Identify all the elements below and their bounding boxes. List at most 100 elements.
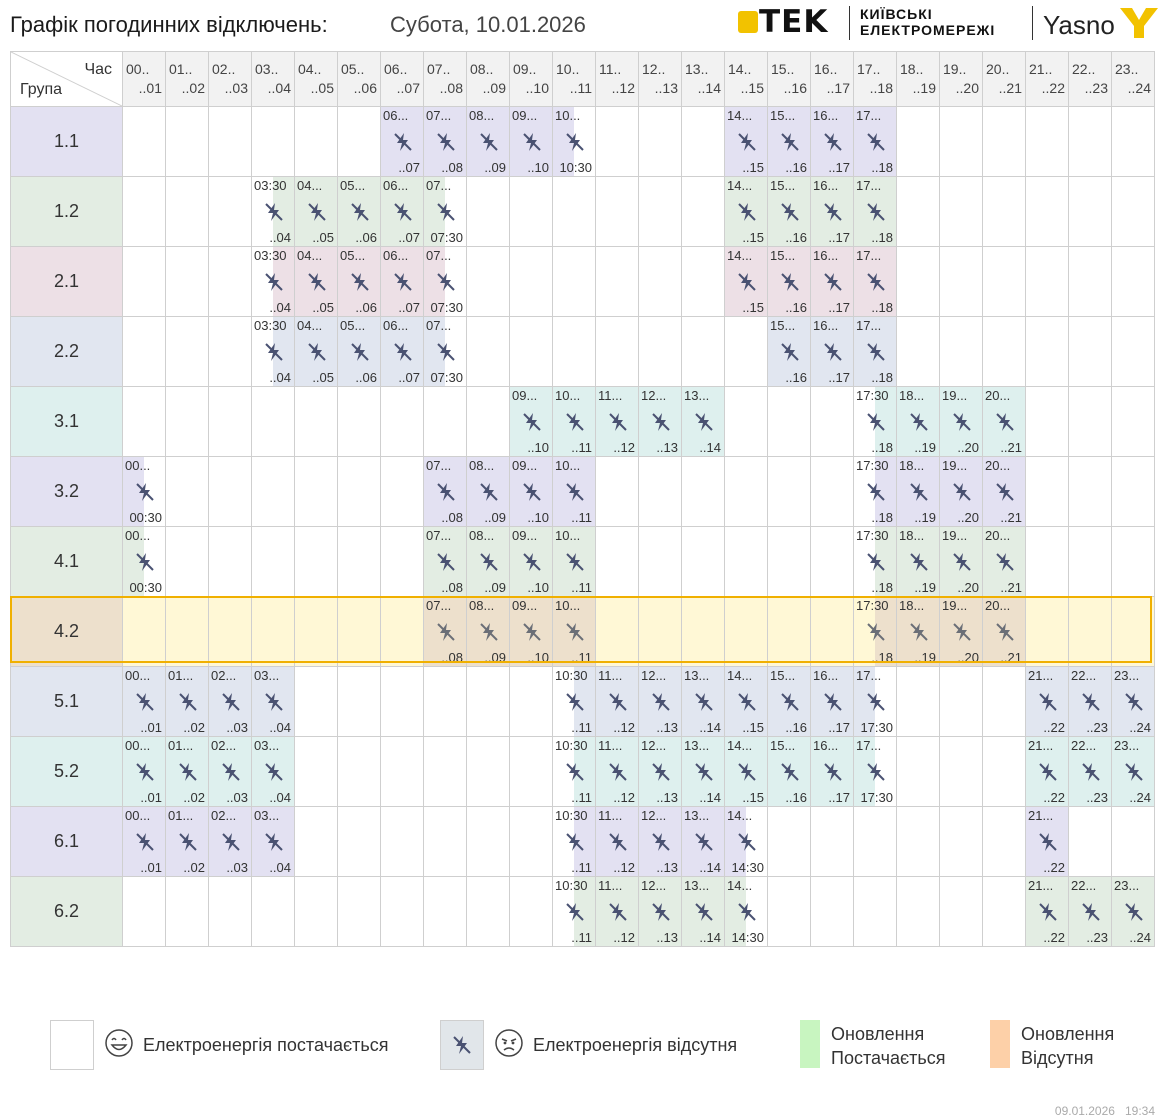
- power-cell: [251, 106, 295, 177]
- outage-cell: 23... ..24: [1111, 666, 1155, 737]
- outage-end: ..02: [183, 860, 205, 875]
- outage-end: ..22: [1043, 930, 1065, 945]
- no-power-icon: [393, 342, 413, 362]
- outage-start: 15...: [770, 318, 796, 333]
- outage-cell: 11... ..12: [595, 736, 639, 807]
- outage-cell: 17... 17:30: [853, 666, 897, 737]
- outage-start: 18...: [899, 598, 925, 613]
- outage-cell: 06... ..07: [380, 246, 424, 317]
- outage-start: 00...: [125, 738, 151, 753]
- hour-header-start: 17..: [857, 61, 881, 77]
- hour-header-start: 06..: [384, 61, 408, 77]
- outage-cell: 17:30 ..18: [853, 386, 897, 457]
- outage-start: 15...: [770, 108, 796, 123]
- power-cell: [423, 806, 467, 877]
- no-power-icon: [479, 482, 499, 502]
- outage-start: 14...: [727, 668, 753, 683]
- no-power-icon: [866, 762, 886, 782]
- power-cell: [122, 386, 166, 457]
- group-label: 4.2: [10, 596, 123, 667]
- outage-cell: 19... ..20: [939, 526, 983, 597]
- no-power-icon: [565, 622, 585, 642]
- outage-end: ..04: [269, 860, 291, 875]
- no-power-icon: [565, 482, 585, 502]
- legend-update-absent-swatch: [990, 1020, 1010, 1068]
- power-cell: [1111, 176, 1155, 247]
- legend-supplied-label: Електроенергія постачається: [143, 1035, 389, 1055]
- outage-start: 17:30: [856, 388, 889, 403]
- schedule-date: Субота, 10.01.2026: [390, 12, 586, 37]
- hour-header: 16.. ..17: [810, 51, 854, 107]
- hour-header-end: ..21: [998, 80, 1022, 96]
- hour-header: 04.. ..05: [294, 51, 338, 107]
- power-cell: [552, 246, 596, 317]
- power-cell: [337, 456, 381, 527]
- hour-header-start: 16..: [814, 61, 838, 77]
- outage-start: 23...: [1114, 878, 1140, 893]
- no-power-icon: [135, 762, 155, 782]
- outage-end: 07:30: [430, 370, 463, 385]
- power-cell: [896, 316, 940, 387]
- power-cell: [1068, 596, 1112, 667]
- outage-cell: 07... ..08: [423, 456, 467, 527]
- outage-end: ..17: [828, 230, 850, 245]
- no-power-icon: [221, 692, 241, 712]
- outage-end: ..24: [1129, 930, 1151, 945]
- no-power-icon: [909, 552, 929, 572]
- group-label: 5.1: [10, 666, 123, 737]
- power-cell: [810, 386, 854, 457]
- group-row: 6.1 00... ..01 01... ..02 02... ..03 03... ..04 1…: [10, 806, 1155, 877]
- outage-end: ..08: [441, 160, 463, 175]
- power-cell: [423, 386, 467, 457]
- outage-start: 12...: [641, 388, 667, 403]
- hour-header-start: 21..: [1029, 61, 1053, 77]
- outage-cell: 09... ..10: [509, 526, 553, 597]
- outage-fill: [725, 877, 746, 946]
- power-cell: [939, 176, 983, 247]
- outage-fill: [875, 457, 896, 526]
- outage-end: ..02: [183, 790, 205, 805]
- no-power-icon: [866, 692, 886, 712]
- outage-end: ..18: [871, 300, 893, 315]
- group-row: 2.2 03:30 ..04 04... ..05 05... ..06 06... ..07 0…: [10, 316, 1155, 387]
- outage-cell: 00... ..01: [122, 806, 166, 877]
- no-power-icon: [952, 412, 972, 432]
- outage-start: 03:30: [254, 178, 287, 193]
- no-power-icon: [780, 202, 800, 222]
- no-power-icon: [565, 902, 585, 922]
- outage-end: ..10: [527, 160, 549, 175]
- outage-end: ..12: [613, 790, 635, 805]
- no-power-icon: [608, 412, 628, 432]
- group-row: 4.2 07... ..08 08... ..09 09... ..10 10... ..11 1…: [10, 596, 1155, 667]
- hour-header-start: 03..: [255, 61, 279, 77]
- no-power-icon: [479, 622, 499, 642]
- outage-cell: 20... ..21: [982, 386, 1026, 457]
- hour-header: 09.. ..10: [509, 51, 553, 107]
- no-power-icon: [522, 482, 542, 502]
- outage-cell: 23... ..24: [1111, 876, 1155, 947]
- power-cell: [638, 316, 682, 387]
- outage-end: ..18: [871, 160, 893, 175]
- outage-cell: 03:30 ..04: [251, 316, 295, 387]
- outage-end: 00:30: [129, 580, 162, 595]
- outage-start: 20...: [985, 528, 1011, 543]
- outage-end: ..11: [571, 720, 592, 735]
- outage-cell: 22... ..23: [1068, 666, 1112, 737]
- outage-end: 14:30: [731, 860, 764, 875]
- outage-start: 23...: [1114, 738, 1140, 753]
- outage-start: 11...: [598, 738, 623, 753]
- no-power-icon: [737, 832, 757, 852]
- outage-cell: 15... ..16: [767, 246, 811, 317]
- outage-end: ..09: [484, 580, 506, 595]
- outage-cell: 15... ..16: [767, 316, 811, 387]
- footer-time: 19:34: [1124, 1104, 1155, 1118]
- outage-start: 17:30: [856, 598, 889, 613]
- no-power-icon: [866, 412, 886, 432]
- outage-cell: 02... ..03: [208, 736, 252, 807]
- outage-cell: 12... ..13: [638, 806, 682, 877]
- outage-end: ..14: [699, 930, 721, 945]
- no-power-icon: [264, 202, 284, 222]
- power-cell: [810, 526, 854, 597]
- hour-header-start: 20..: [986, 61, 1010, 77]
- power-cell: [208, 176, 252, 247]
